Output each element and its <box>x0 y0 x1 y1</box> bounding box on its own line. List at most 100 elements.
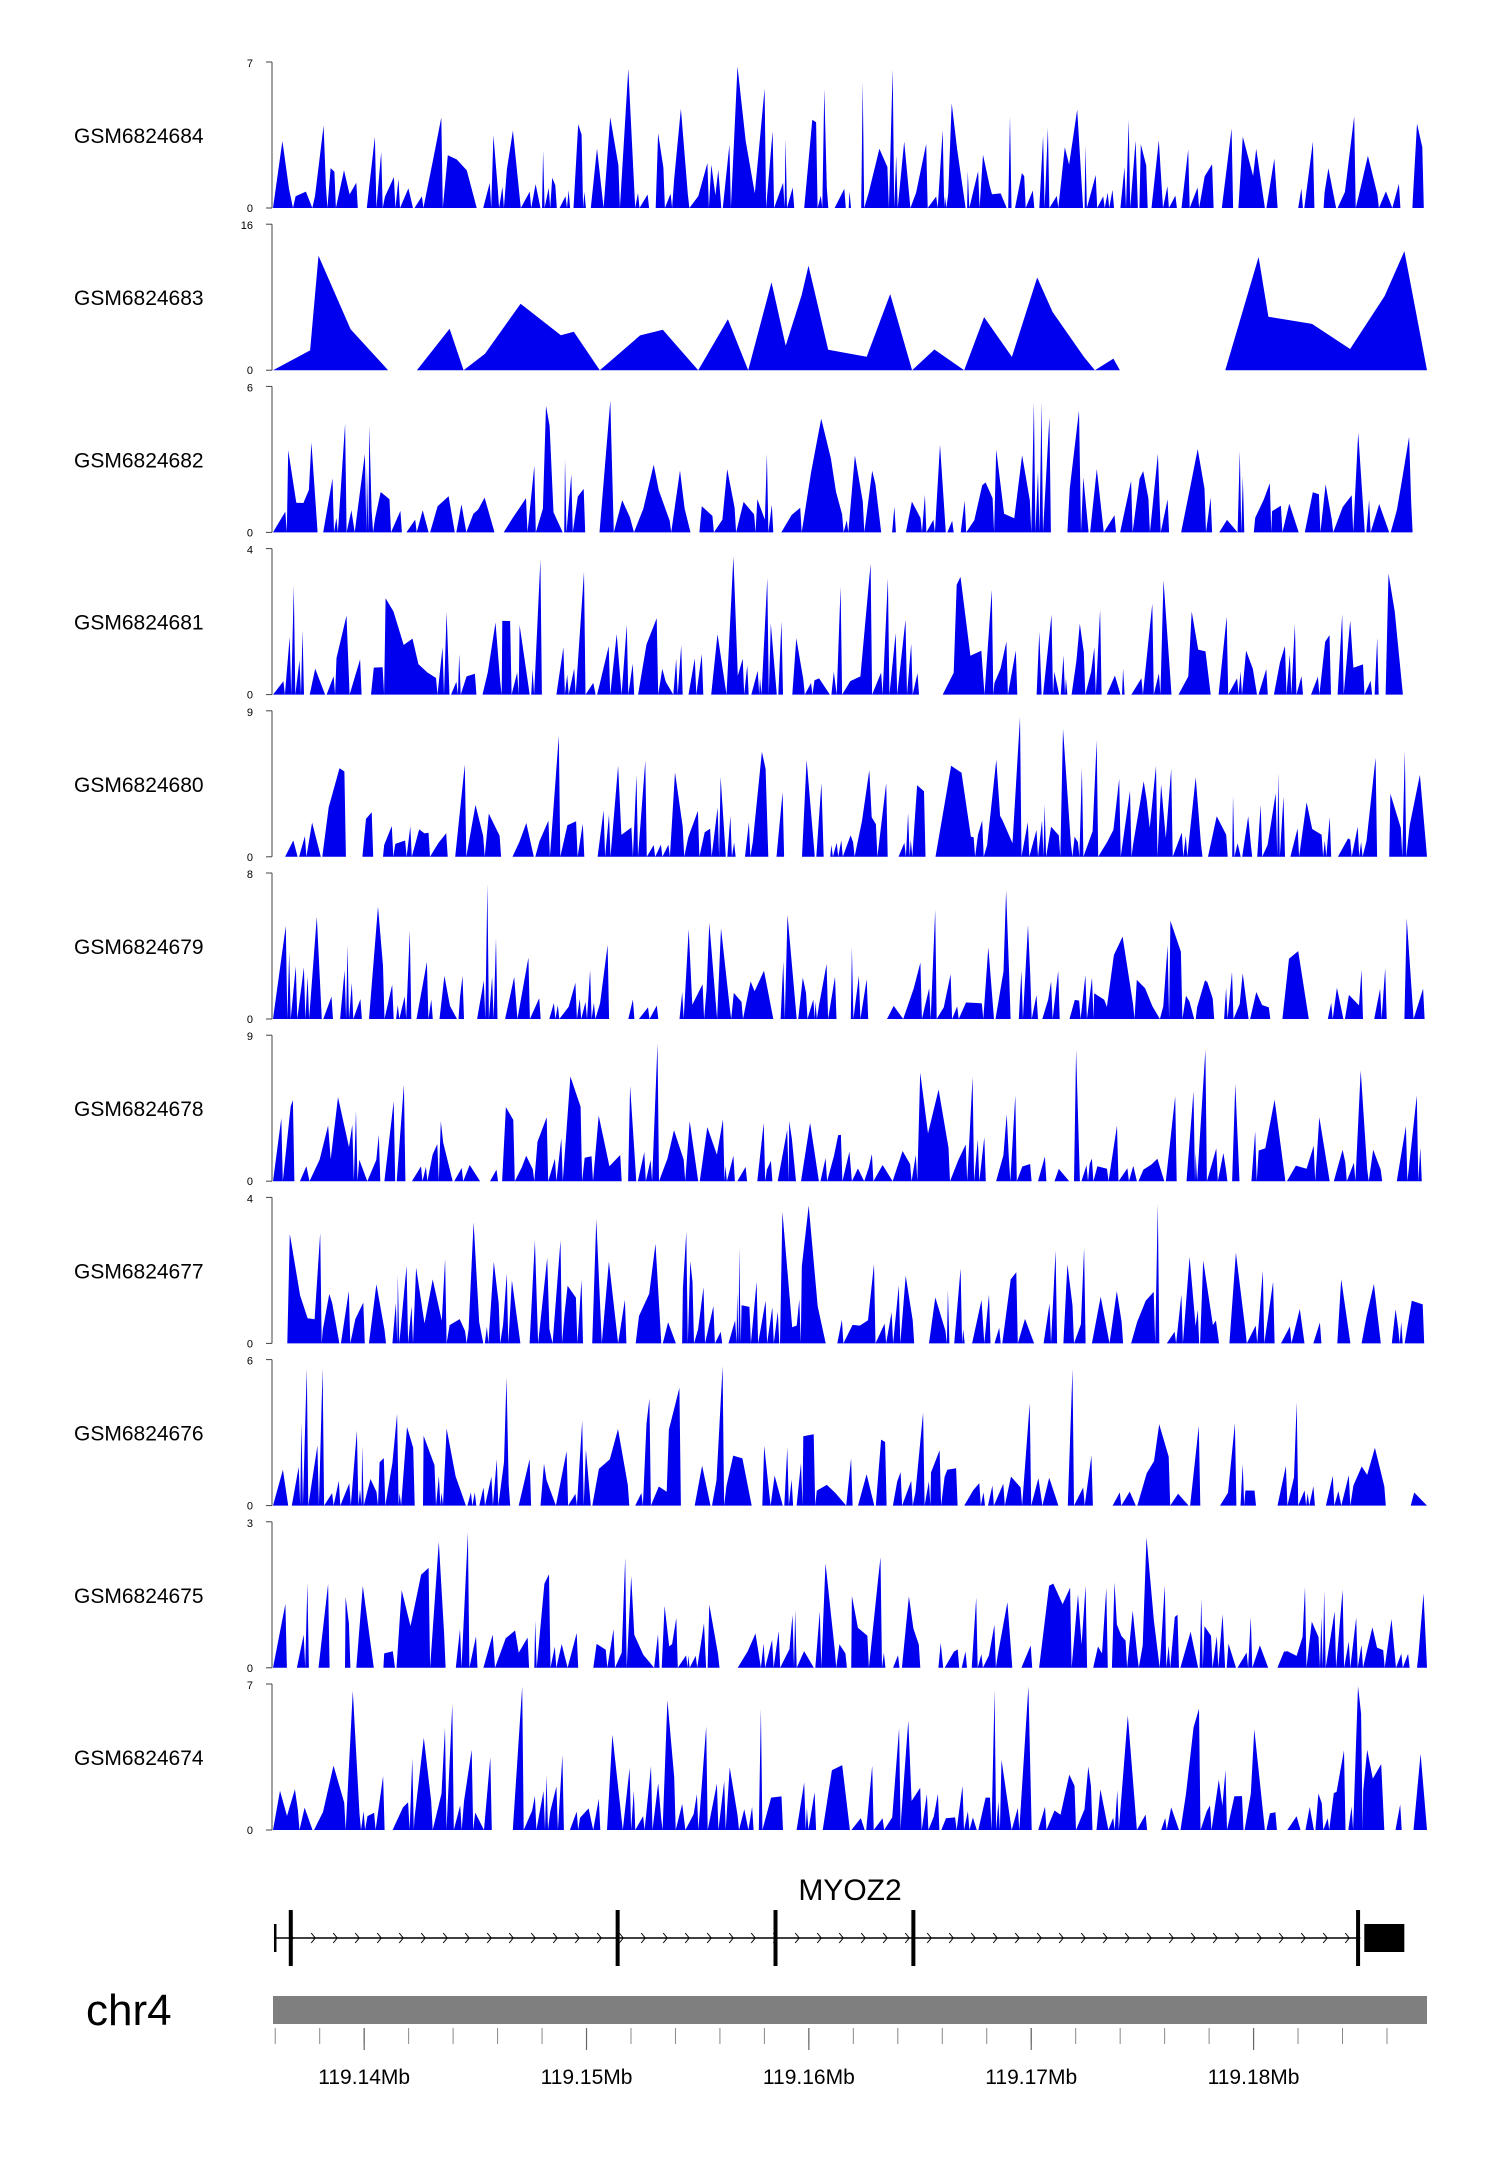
track-GSM6824678 <box>266 1034 1427 1182</box>
strand-arrow <box>332 1932 338 1944</box>
strand-arrow <box>1036 1932 1042 1944</box>
strand-arrow <box>354 1932 360 1944</box>
strand-arrow <box>486 1932 492 1944</box>
track-GSM6824674 <box>266 1683 1427 1831</box>
coverage-area <box>273 1532 1427 1668</box>
strand-arrow <box>838 1932 844 1944</box>
y-axis-min-label: 0 <box>247 203 253 215</box>
x-axis-tick-label: 119.14Mb <box>318 2066 410 2089</box>
strand-arrow <box>662 1932 668 1944</box>
track-label: GSM6824680 <box>74 774 204 797</box>
strand-arrow <box>1124 1932 1130 1944</box>
y-axis-min-label: 0 <box>247 527 253 539</box>
y-axis-min-label: 0 <box>247 1663 253 1675</box>
strand-arrow <box>1014 1932 1020 1944</box>
strand-arrow <box>1278 1932 1284 1944</box>
strand-arrow <box>596 1932 602 1944</box>
track-label: GSM6824683 <box>74 287 204 310</box>
strand-arrow <box>420 1932 426 1944</box>
track-GSM6824680 <box>266 710 1427 858</box>
coverage-area <box>273 1203 1427 1344</box>
strand-arrow <box>552 1932 558 1944</box>
strand-arrow <box>904 1932 910 1944</box>
strand-arrow <box>310 1932 316 1944</box>
strand-arrow <box>1322 1932 1328 1944</box>
strand-arrow <box>640 1932 646 1944</box>
strand-arrow <box>1102 1932 1108 1944</box>
strand-arrow <box>1212 1932 1218 1944</box>
y-axis-min-label: 0 <box>247 1501 253 1513</box>
track-label: GSM6824681 <box>74 612 204 635</box>
strand-arrow <box>1190 1932 1196 1944</box>
track-label: GSM6824684 <box>74 125 204 148</box>
y-axis-min-label: 0 <box>247 1014 253 1026</box>
strand-arrow <box>398 1932 404 1944</box>
y-axis-min-label: 0 <box>247 1176 253 1188</box>
track-GSM6824681 <box>266 548 1427 696</box>
strand-arrow <box>992 1932 998 1944</box>
strand-arrow <box>1344 1932 1350 1944</box>
track-GSM6824676 <box>266 1359 1427 1507</box>
y-axis-min-label: 0 <box>247 690 253 702</box>
strand-arrow <box>728 1932 734 1944</box>
strand-arrow <box>684 1932 690 1944</box>
strand-arrow <box>1234 1932 1240 1944</box>
track-GSM6824677 <box>266 1196 1427 1344</box>
y-axis-max-label: 6 <box>247 1356 253 1368</box>
track-label: GSM6824682 <box>74 449 204 472</box>
track-label: GSM6824679 <box>74 936 204 959</box>
y-axis-min-label: 0 <box>247 852 253 864</box>
strand-arrow <box>464 1932 470 1944</box>
strand-arrow <box>530 1932 536 1944</box>
track-GSM6824679 <box>266 872 1427 1020</box>
strand-arrow <box>794 1932 800 1944</box>
coverage-area <box>273 884 1427 1019</box>
strand-arrow <box>1256 1932 1262 1944</box>
track-label: GSM6824675 <box>74 1585 204 1608</box>
strand-arrow <box>1058 1932 1064 1944</box>
strand-arrow <box>750 1932 756 1944</box>
strand-arrow <box>618 1932 624 1944</box>
y-axis-max-label: 6 <box>247 382 253 394</box>
y-axis-max-label: 7 <box>247 1680 253 1692</box>
strand-arrow <box>882 1932 888 1944</box>
y-axis-max-label: 4 <box>247 1193 253 1205</box>
strand-arrow <box>376 1932 382 1944</box>
y-axis-max-label: 4 <box>247 545 253 557</box>
chromosome-label: chr4 <box>86 1986 172 2035</box>
coverage-area <box>273 400 1427 533</box>
y-axis-max-label: 16 <box>241 220 253 232</box>
track-label: GSM6824676 <box>74 1423 204 1446</box>
track-label: GSM6824677 <box>74 1260 204 1283</box>
strand-arrow <box>1146 1932 1152 1944</box>
y-axis-max-label: 8 <box>247 869 253 881</box>
track-label: GSM6824678 <box>74 1098 204 1121</box>
x-axis-tick-label: 119.17Mb <box>985 2066 1077 2089</box>
x-axis-tick-label: 119.16Mb <box>763 2066 855 2089</box>
strand-arrow <box>1168 1932 1174 1944</box>
y-axis-max-label: 3 <box>247 1518 253 1530</box>
y-axis-max-label: 9 <box>247 707 253 719</box>
strand-arrow <box>860 1932 866 1944</box>
track-GSM6824683 <box>266 223 1427 371</box>
y-axis-max-label: 7 <box>247 58 253 70</box>
strand-arrow <box>926 1932 932 1944</box>
y-axis-min-label: 0 <box>247 1825 253 1837</box>
coverage-area <box>273 556 1427 695</box>
y-axis-min-label: 0 <box>247 365 253 377</box>
strand-arrow <box>816 1932 822 1944</box>
track-GSM6824682 <box>266 385 1427 533</box>
coverage-area <box>273 251 1427 371</box>
strand-arrow <box>574 1932 580 1944</box>
strand-arrow <box>970 1932 976 1944</box>
coverage-area <box>273 1043 1427 1182</box>
track-GSM6824675 <box>266 1521 1427 1669</box>
y-axis-max-label: 9 <box>247 1031 253 1043</box>
strand-arrow <box>442 1932 448 1944</box>
y-axis-min-label: 0 <box>247 1338 253 1350</box>
coverage-area <box>273 1686 1427 1830</box>
x-axis-tick-label: 119.15Mb <box>541 2066 633 2089</box>
coverage-area <box>273 66 1427 208</box>
